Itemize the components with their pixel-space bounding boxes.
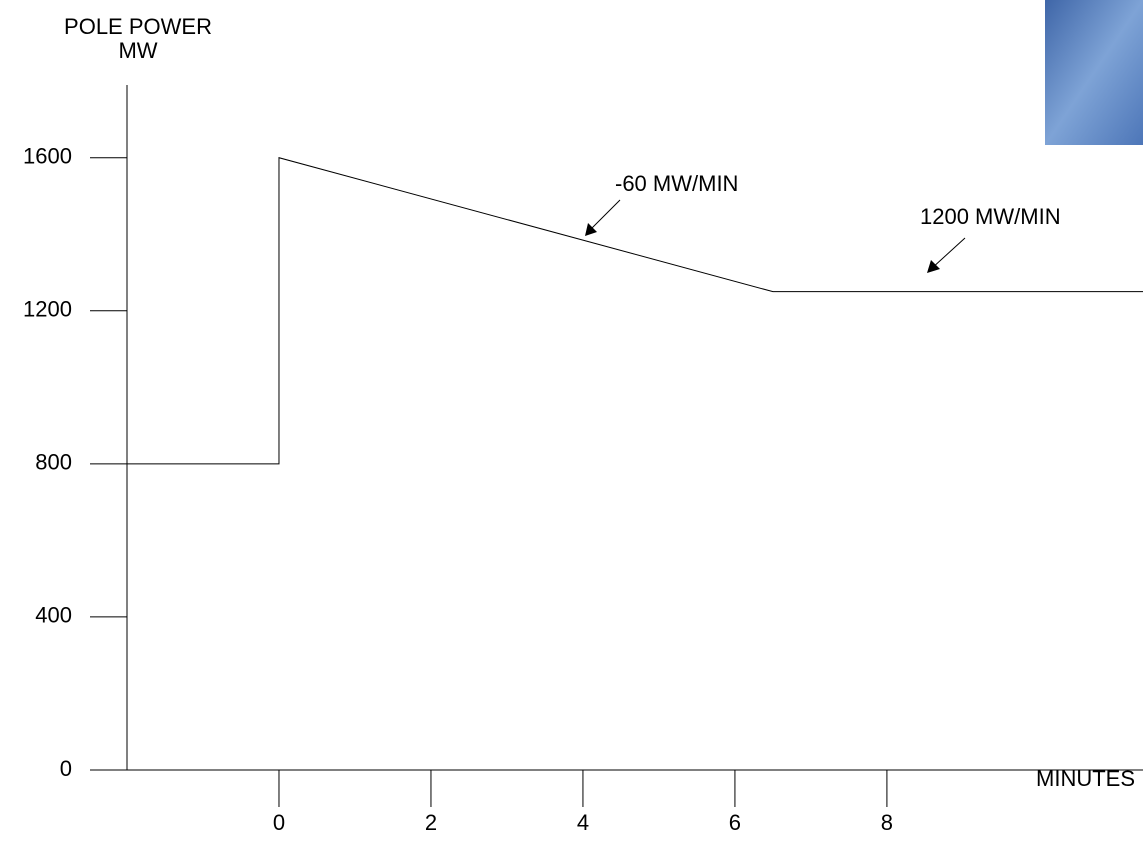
x-tick-label: 8: [881, 810, 893, 835]
y-tick-label: 0: [60, 756, 72, 781]
annotation-arrow: [931, 238, 965, 269]
x-tick-label: 0: [273, 810, 285, 835]
x-tick-label: 2: [425, 810, 437, 835]
y-tick-label: 1200: [23, 297, 72, 322]
x-tick-label: 4: [577, 810, 589, 835]
y-tick-label: 400: [35, 603, 72, 628]
annotation: 1200 MW/MIN: [920, 204, 1061, 229]
y-tick-label: 1600: [23, 144, 72, 169]
x-tick-label: 6: [729, 810, 741, 835]
annotation: -60 MW/MIN: [615, 171, 738, 196]
annotation-arrow: [588, 200, 620, 232]
chart: POLE POWER MW MINUTES -60 MW/MIN 1200 MW…: [0, 0, 1143, 862]
y-axis-label: MW: [118, 38, 157, 63]
y-axis-label: POLE POWER: [64, 14, 212, 39]
thumbnail-image: [1045, 0, 1143, 145]
page: POLE POWER MW MINUTES -60 MW/MIN 1200 MW…: [0, 0, 1143, 862]
y-tick-label: 800: [35, 450, 72, 475]
